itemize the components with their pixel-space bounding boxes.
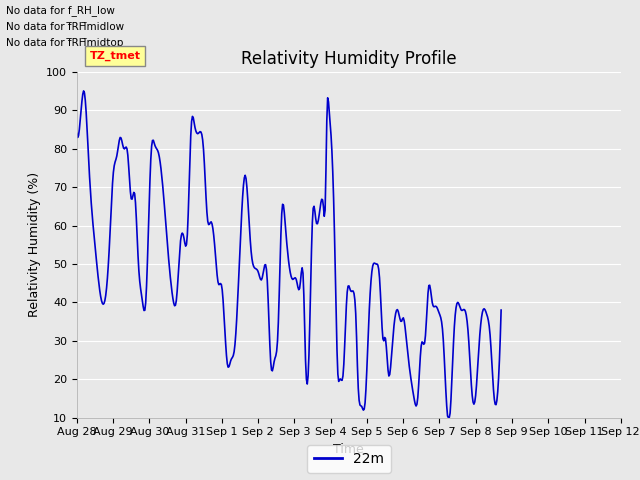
- Y-axis label: Relativity Humidity (%): Relativity Humidity (%): [28, 172, 40, 317]
- Legend: 22m: 22m: [307, 445, 390, 473]
- X-axis label: Time: Time: [333, 443, 364, 456]
- Text: No data for f̅RH̅midtop: No data for f̅RH̅midtop: [6, 38, 124, 48]
- Text: TZ_tmet: TZ_tmet: [90, 50, 141, 61]
- Text: No data for f_RH_low: No data for f_RH_low: [6, 5, 115, 16]
- Text: No data for f̅RH̅midlow: No data for f̅RH̅midlow: [6, 22, 125, 32]
- Title: Relativity Humidity Profile: Relativity Humidity Profile: [241, 49, 456, 68]
